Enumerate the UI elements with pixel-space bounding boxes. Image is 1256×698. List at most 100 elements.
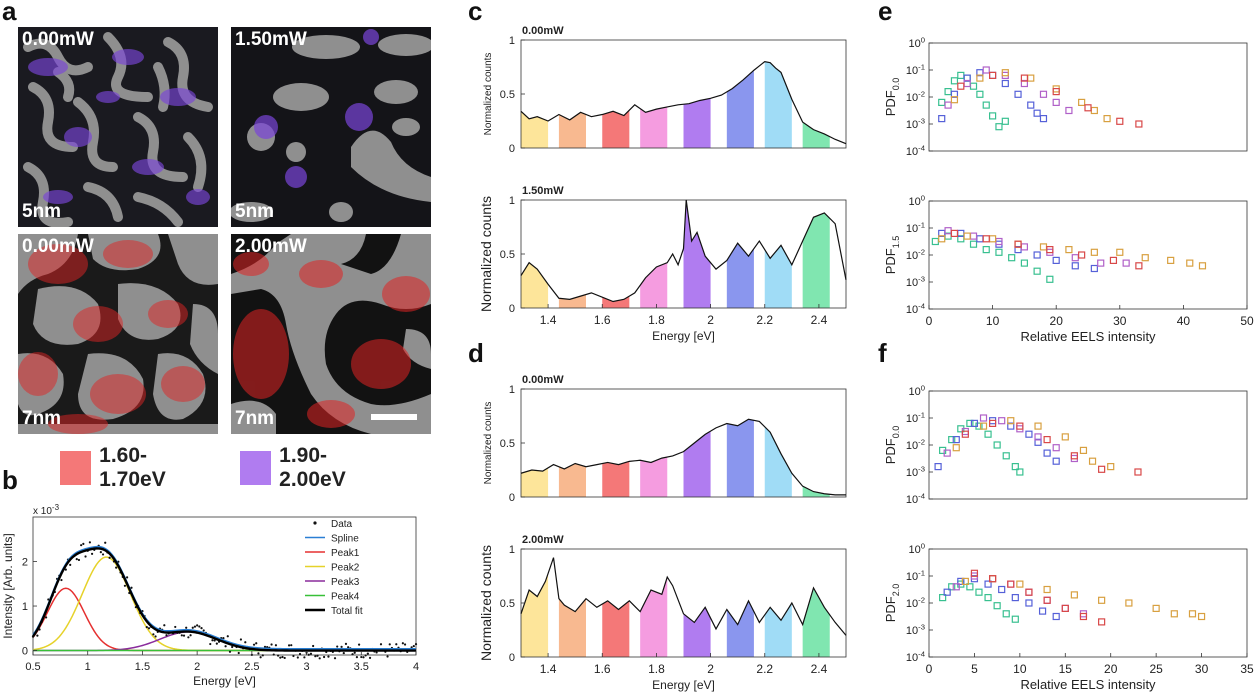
data-point <box>355 656 359 659</box>
data-point-purple <box>1071 254 1079 262</box>
data-point-purple <box>979 414 988 422</box>
plot-frame <box>928 390 1248 500</box>
data-point <box>368 656 372 659</box>
data-point <box>277 654 280 657</box>
data-point-green <box>1002 610 1010 618</box>
data-point <box>281 655 284 659</box>
data-point <box>211 639 214 642</box>
data-point-blue <box>1033 109 1041 117</box>
data-point <box>231 645 234 649</box>
data-point <box>403 643 407 646</box>
data-point-green <box>966 419 974 427</box>
scale-bar <box>371 414 417 420</box>
energy-window-5 <box>726 600 754 657</box>
y-tick-label: 10-4 <box>906 492 926 506</box>
y-tick-label: 0 <box>509 652 515 664</box>
legend-swatch-red <box>60 451 92 485</box>
data-point <box>375 651 378 654</box>
x-tick-label: 1.4 <box>540 313 557 327</box>
data-point <box>99 551 102 554</box>
scatter-e_bottom: 10-4 10-3 10-2 10-1 100 0 10 20 30 40 50 PDF1.5 Rela… <box>883 194 1254 344</box>
data-point <box>410 646 413 649</box>
data-point-green <box>948 583 956 591</box>
data-point <box>357 643 361 646</box>
map-thickness-label: 5nm <box>22 201 62 222</box>
data-point <box>347 646 350 649</box>
data-point-orange <box>1065 246 1073 254</box>
map-image <box>231 234 431 434</box>
x-tick-label: 2.4 <box>811 313 828 327</box>
data-point-red <box>961 430 969 438</box>
data-point <box>88 541 92 544</box>
data-point-red <box>1078 251 1086 259</box>
data-point <box>90 552 94 555</box>
scatter-e_top: 10-4 10-3 10-2 10-1 100 PDF0.0 <box>883 36 1248 158</box>
legend-label-red: 1.60-1.70eV <box>99 444 166 491</box>
x-tick-label: 30 <box>1113 314 1127 328</box>
data-point <box>360 655 363 659</box>
data-point-orange <box>1001 69 1009 77</box>
data-point <box>336 645 339 648</box>
data-point-red <box>988 419 997 427</box>
energy-window-4 <box>683 98 711 148</box>
data-point-blue <box>970 419 979 427</box>
data-point <box>84 555 87 558</box>
data-point <box>395 643 398 646</box>
x-axis-label: Relative EELS intensity <box>1020 677 1156 692</box>
y-tick-label: 1 <box>509 384 515 396</box>
y-axis-label: PDF1.5 <box>883 236 901 275</box>
data-point-orange <box>1098 596 1106 604</box>
data-point-orange <box>1090 106 1098 115</box>
data-point <box>318 657 321 660</box>
data-point-green <box>966 583 974 591</box>
data-point-blue <box>1001 79 1009 88</box>
data-point-green <box>975 588 983 596</box>
data-point-orange <box>1090 248 1098 256</box>
energy-window-3 <box>640 577 668 657</box>
data-point-blue <box>1071 262 1079 270</box>
data-point <box>145 625 148 629</box>
data-point-purple <box>1065 106 1073 115</box>
legend-label: Total fit <box>331 606 363 617</box>
data-point <box>130 586 133 589</box>
data-point-orange <box>1103 114 1111 123</box>
data-point-green <box>988 112 997 120</box>
data-point-blue <box>998 585 1006 594</box>
data-point <box>187 636 190 639</box>
y-tick-label: 10-3 <box>906 623 925 637</box>
map-5nm-150mw: 1.50mW 5nm <box>231 27 431 227</box>
energy-window-4 <box>683 431 711 497</box>
data-point-red <box>1109 256 1118 264</box>
map-thickness-label: 7nm <box>22 408 62 429</box>
data-point-orange <box>952 444 960 452</box>
data-point <box>75 558 78 561</box>
data-point <box>261 654 264 657</box>
data-point-purple <box>1097 259 1105 267</box>
x-tick-label: 30 <box>1195 662 1209 676</box>
data-point-blue <box>1039 114 1048 123</box>
data-point <box>200 626 203 630</box>
data-point-blue <box>988 71 997 80</box>
data-point <box>401 642 404 645</box>
data-point <box>180 634 183 637</box>
data-point <box>303 656 306 659</box>
data-point <box>333 657 337 660</box>
data-point-orange <box>1027 74 1035 82</box>
map-color-legend: 1.60-1.70eV 1.90-2.00eV <box>60 444 420 491</box>
y-tick-label: 10-4 <box>906 144 926 158</box>
data-point <box>379 643 383 646</box>
data-point-green <box>1020 259 1029 267</box>
data-point <box>224 645 227 648</box>
panel-letter-b: b <box>2 465 18 495</box>
data-point-orange <box>950 96 959 104</box>
data-point <box>174 625 177 629</box>
x-tick-label: 20 <box>1104 662 1118 676</box>
map-5nm-0mw: 0.00mW 5nm <box>18 27 218 227</box>
data-point-blue <box>1025 430 1033 438</box>
map-power-label: 1.50mW <box>235 29 307 50</box>
y-axis-label: PDF0.0 <box>883 426 901 465</box>
data-point-green <box>995 123 1003 131</box>
data-point <box>64 568 67 571</box>
data-point <box>222 636 225 640</box>
data-point-blue <box>1052 457 1060 465</box>
